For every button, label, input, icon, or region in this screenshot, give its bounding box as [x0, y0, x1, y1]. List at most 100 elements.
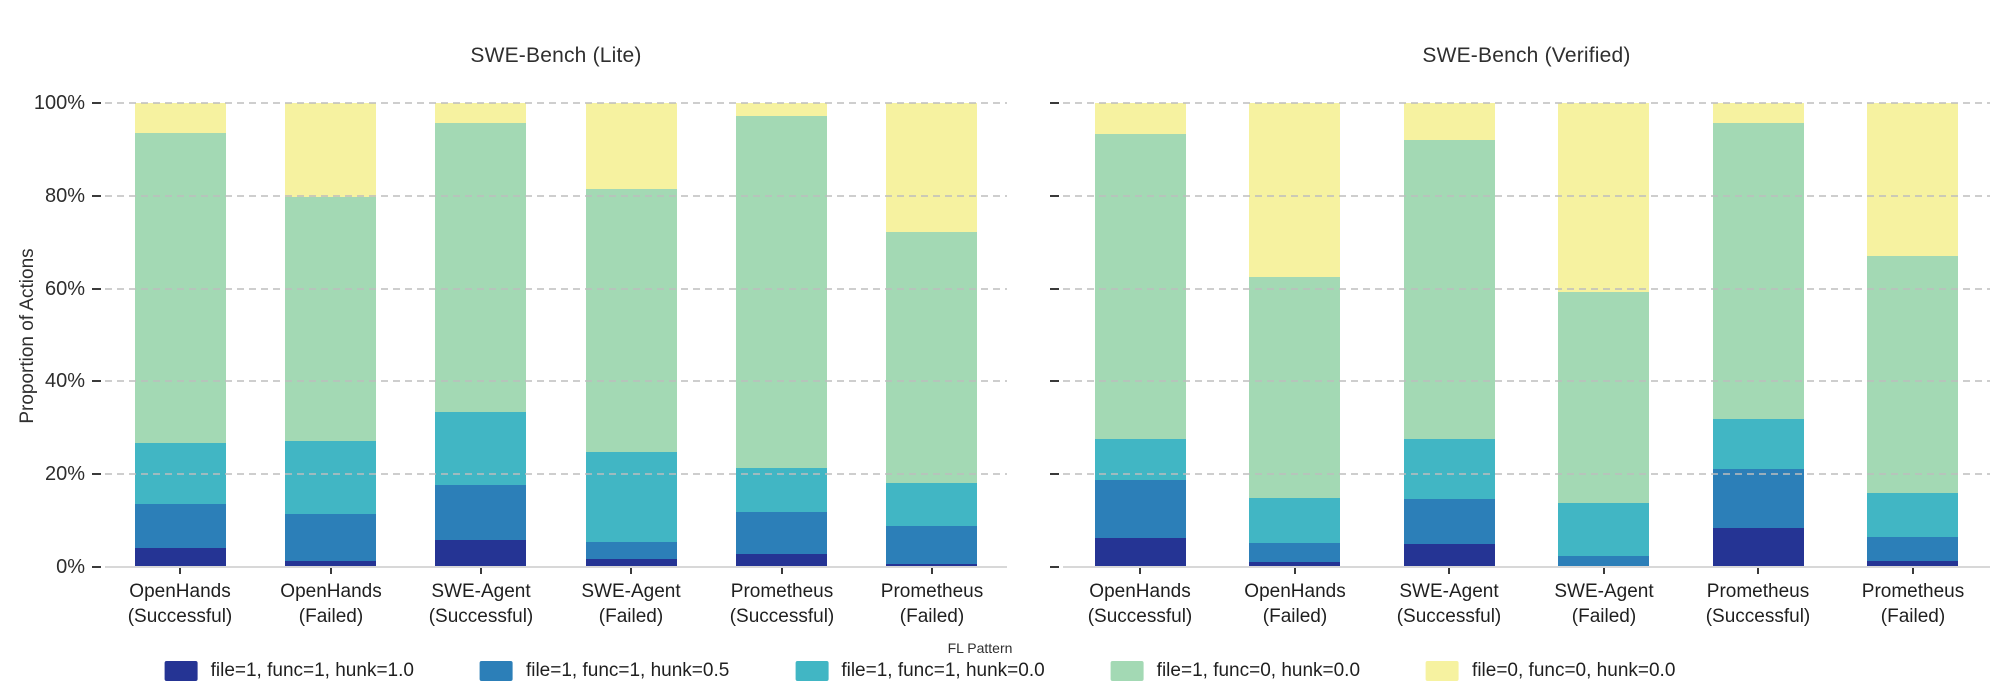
x-tick-label: SWE-Agent (Successful) [1396, 581, 1502, 627]
x-tick-mark [931, 567, 933, 574]
bar-segment [1249, 562, 1340, 567]
bar-segment [736, 115, 827, 468]
legend-item: file=1, func=1, hunk=0.0 [795, 660, 1045, 682]
y-tick-label: 20% [44, 463, 85, 485]
x-tick-mark [1912, 567, 1914, 574]
x-tick-mark [1603, 567, 1605, 574]
legend-swatch-icon [164, 661, 198, 681]
bar-segment [1713, 469, 1804, 528]
bar-segment [1404, 498, 1495, 544]
bar-segment [886, 563, 977, 567]
gridline-100% [1063, 102, 1990, 104]
x-tick-label: SWE-Agent (Successful) [428, 581, 534, 627]
legend-title: FL Pattern [947, 640, 1013, 656]
y-tick-mark-0% [92, 566, 101, 568]
legend-swatch-icon [1110, 661, 1144, 681]
y-tick-mark-60% [92, 288, 101, 290]
x-tick-mark [1448, 567, 1450, 574]
y-tick-mark-20% [1050, 473, 1059, 475]
bar-segment [586, 558, 677, 567]
gridline-60% [105, 288, 1007, 290]
x-axis-line [1063, 566, 1990, 568]
bar-segment [1404, 543, 1495, 567]
bar-openhands-successful [1095, 103, 1186, 567]
bar-segment [1713, 103, 1804, 124]
y-tick-mark-40% [1050, 380, 1059, 382]
y-tick-mark-40% [92, 380, 101, 382]
bar-segment [285, 196, 376, 441]
x-tick-mark [630, 567, 632, 574]
y-axis-label: Proportion of Actions [17, 248, 38, 424]
x-tick-label: Prometheus (Failed) [880, 581, 984, 627]
bar-openhands-successful [135, 103, 226, 567]
bar-segment [1095, 438, 1186, 480]
y-tick-mark-60% [1050, 288, 1059, 290]
bar-segment [1867, 536, 1958, 561]
x-tick-label: Prometheus (Successful) [729, 581, 835, 627]
bar-segment [135, 548, 226, 567]
y-tick-mark-100% [1050, 102, 1059, 104]
bar-segment [435, 411, 526, 485]
plot-area-swe-bench-lite: 0% 20% 40% 60% 80% 100% OpenHands (Successful)… [34, 92, 1007, 627]
bar-segment [1867, 560, 1958, 567]
y-tick-label: 80% [44, 185, 85, 207]
bar-segment [135, 133, 226, 444]
bar-segment [1867, 493, 1958, 537]
x-tick-label: Prometheus (Successful) [1705, 581, 1811, 627]
x-tick-label: Prometheus (Failed) [1861, 581, 1965, 627]
bar-segment [285, 514, 376, 562]
bar-segment [1404, 438, 1495, 499]
legend-item: file=1, func=0, hunk=0.0 [1110, 660, 1360, 682]
bar-segment [1249, 103, 1340, 277]
x-tick-mark [330, 567, 332, 574]
legend-swatch-icon [795, 661, 829, 681]
gridline-80% [105, 195, 1007, 197]
bar-segment [435, 484, 526, 540]
bar-segment [886, 103, 977, 232]
bar-segment [285, 561, 376, 567]
bar-segment [886, 483, 977, 526]
bar-segment [1558, 291, 1649, 504]
legend-label: file=0, func=0, hunk=0.0 [1472, 660, 1676, 681]
legend-items: file=1, func=1, hunk=1.0 file=1, func=1, … [164, 660, 1676, 682]
x-tick-mark [1139, 567, 1141, 574]
gridline-60% [1063, 288, 1990, 290]
bar-segment [1713, 527, 1804, 567]
x-tick-label: SWE-Agent (Failed) [581, 581, 681, 627]
y-tick-mark-0% [1050, 566, 1059, 568]
gridline-20% [1063, 473, 1990, 475]
gridline-40% [1063, 380, 1990, 382]
x-tick-label: OpenHands (Failed) [1244, 581, 1346, 627]
bar-segment [1558, 555, 1649, 567]
bar-segment [736, 512, 827, 555]
bar-swe-agent-failed [1558, 103, 1649, 567]
legend-label: file=1, func=1, hunk=0.5 [525, 660, 730, 681]
bar-openhands-failed [285, 103, 376, 567]
x-tick-label: OpenHands (Failed) [280, 581, 382, 627]
legend-item: file=1, func=1, hunk=1.0 [164, 660, 414, 682]
bar-segment [1867, 256, 1958, 494]
bar-segment [285, 440, 376, 515]
bar-prometheus-failed [1867, 103, 1958, 567]
legend-swatch-icon [479, 661, 513, 681]
bar-segment [1249, 497, 1340, 543]
x-axis-line [105, 566, 1007, 568]
bar-segment [135, 504, 226, 549]
bar-swe-agent-successful [435, 103, 526, 567]
legend-label: file=1, func=1, hunk=0.0 [841, 660, 1045, 681]
bar-segment [586, 451, 677, 542]
y-tick-mark-100% [92, 102, 101, 104]
bar-segment [435, 539, 526, 567]
plot-area-swe-bench-verified: OpenHands (Successful) OpenHands (Failed)… [1050, 102, 1990, 627]
bar-segment [886, 525, 977, 564]
y-tick-label: 0% [56, 556, 85, 578]
x-tick-label: OpenHands (Successful) [1087, 581, 1193, 627]
bar-openhands-failed [1249, 103, 1340, 567]
bar-segment [1095, 103, 1186, 135]
y-tick-label: 100% [33, 92, 85, 114]
legend: FL Pattern file=1, func=1, hunk=1.0 file=… [164, 640, 1676, 682]
bar-segment [1558, 503, 1649, 556]
bar-segment [586, 541, 677, 559]
bar-segment [135, 443, 226, 505]
